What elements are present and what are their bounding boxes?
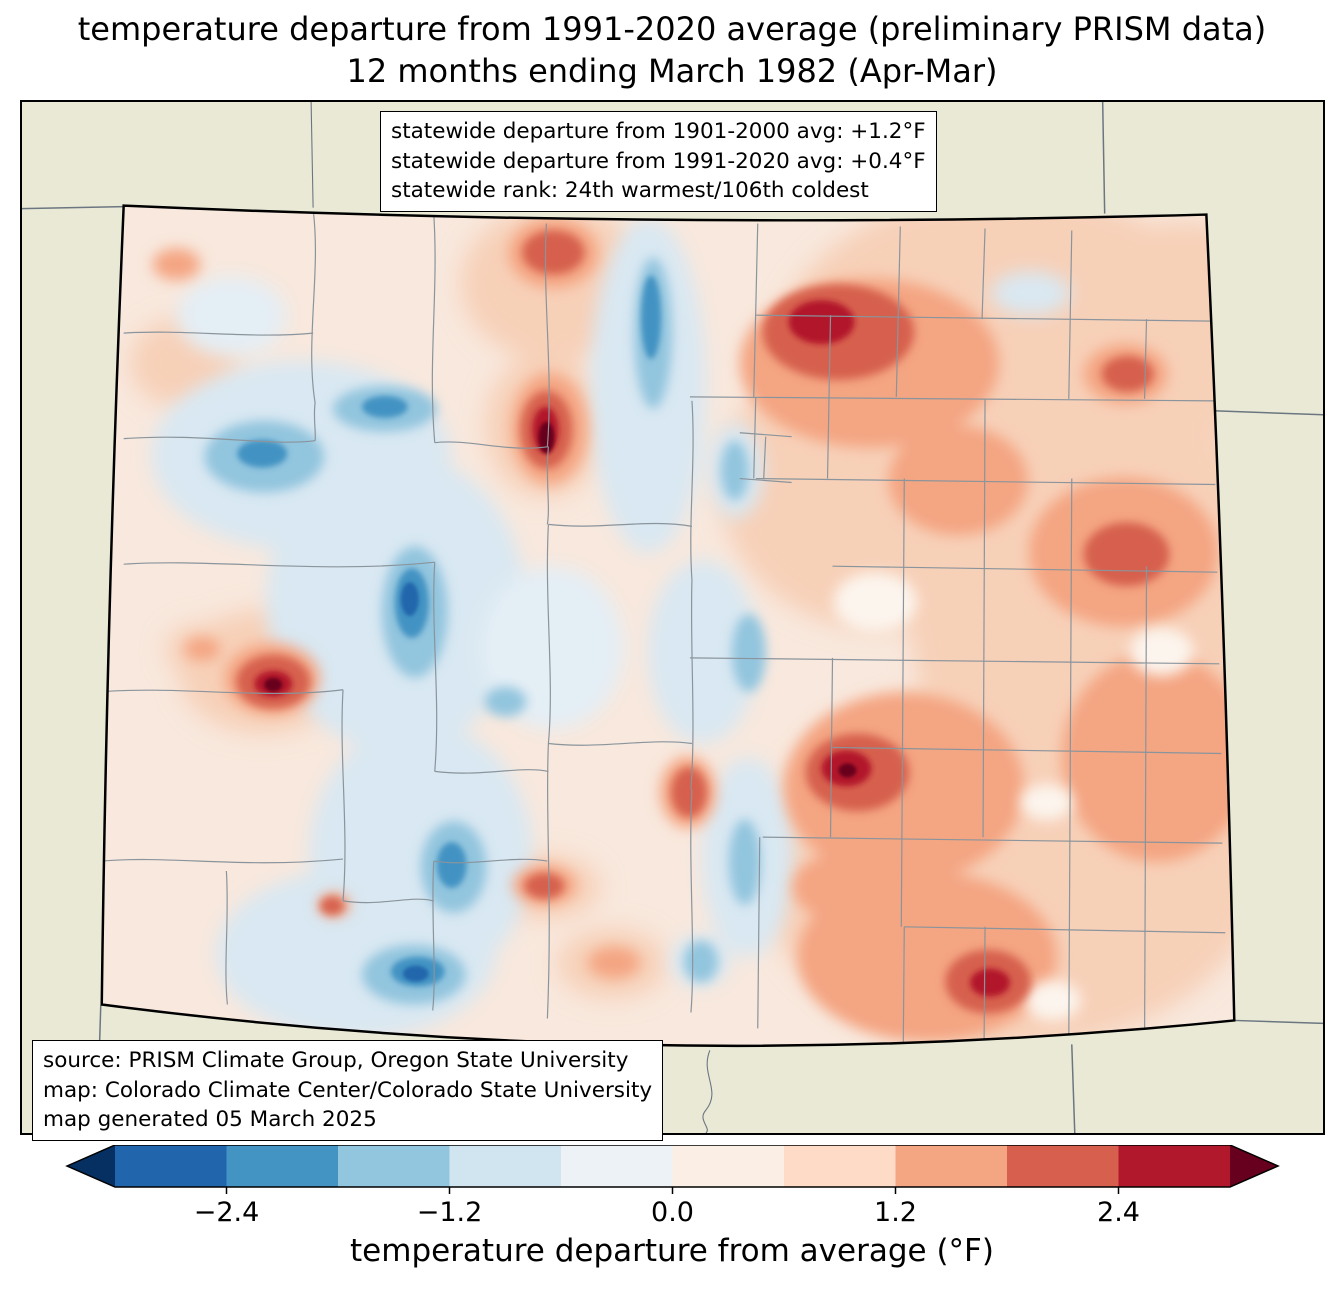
source-line: source: PRISM Climate Group, Oregon Stat… — [43, 1048, 629, 1073]
tick-label: 1.2 — [874, 1197, 917, 1228]
title-line-1: temperature departure from 1991-2020 ave… — [77, 10, 1267, 48]
colorbar-segment — [561, 1145, 673, 1187]
colorbar-segment — [1007, 1145, 1119, 1187]
tick-label: −2.4 — [193, 1197, 260, 1228]
colorbar-tickmarks — [225, 1187, 1120, 1194]
stats-departure-1991-2020: statewide departure from 1991-2020 avg: … — [391, 148, 926, 174]
colorbar-segment — [1118, 1145, 1230, 1187]
source-box: source: PRISM Climate Group, Oregon Stat… — [32, 1040, 664, 1141]
colorbar: −2.4 −1.2 0.0 1.2 2.4 — [65, 1145, 1280, 1231]
colorbar-arrow-left — [67, 1145, 115, 1187]
stats-departure-1901-2000: statewide departure from 1901-2000 avg: … — [391, 119, 926, 144]
colorbar-arrow-right — [1230, 1145, 1278, 1187]
anomaly-field — [101, 205, 1235, 1046]
title-line-2: 12 months ending March 1982 (Apr-Mar) — [346, 52, 998, 91]
colorbar-bar — [65, 1145, 1280, 1194]
colorbar-tick-labels: −2.4 −1.2 0.0 1.2 2.4 — [65, 1195, 1280, 1231]
cool-core-layer — [400, 582, 429, 982]
figure-title: temperature departure from 1991-2020 ave… — [0, 8, 1344, 92]
colorbar-segment — [784, 1145, 896, 1187]
map-axes: statewide departure from 1901-2000 avg: … — [20, 100, 1325, 1141]
cool-strong-layer — [237, 275, 662, 987]
colorbar-segment — [115, 1145, 227, 1187]
colorbar-outline — [65, 1145, 1280, 1188]
map-generated-line: map generated 05 March 2025 — [43, 1107, 377, 1133]
tick-label: 0.0 — [651, 1197, 694, 1228]
colorbar-segment — [338, 1145, 450, 1187]
tick-label: −1.2 — [416, 1197, 483, 1228]
map-credit-line: map: Colorado Climate Center/Colorado St… — [43, 1077, 653, 1103]
tick-label: 2.4 — [1097, 1197, 1140, 1228]
colorbar-axis-label: temperature departure from average (°F) — [350, 1233, 994, 1269]
anomaly-map — [22, 102, 1323, 1133]
stats-rank: statewide rank: 24th warmest/106th colde… — [391, 178, 869, 204]
warm-extreme-layer — [264, 421, 857, 778]
colorbar-segment — [895, 1145, 1007, 1187]
stats-box: statewide departure from 1901-2000 avg: … — [380, 111, 937, 212]
state-border — [100, 204, 1236, 1048]
colorbar-segment — [226, 1145, 338, 1187]
county-lines — [101, 209, 1226, 1046]
colorbar-segment — [449, 1145, 561, 1187]
colorbar-segment — [672, 1145, 784, 1187]
